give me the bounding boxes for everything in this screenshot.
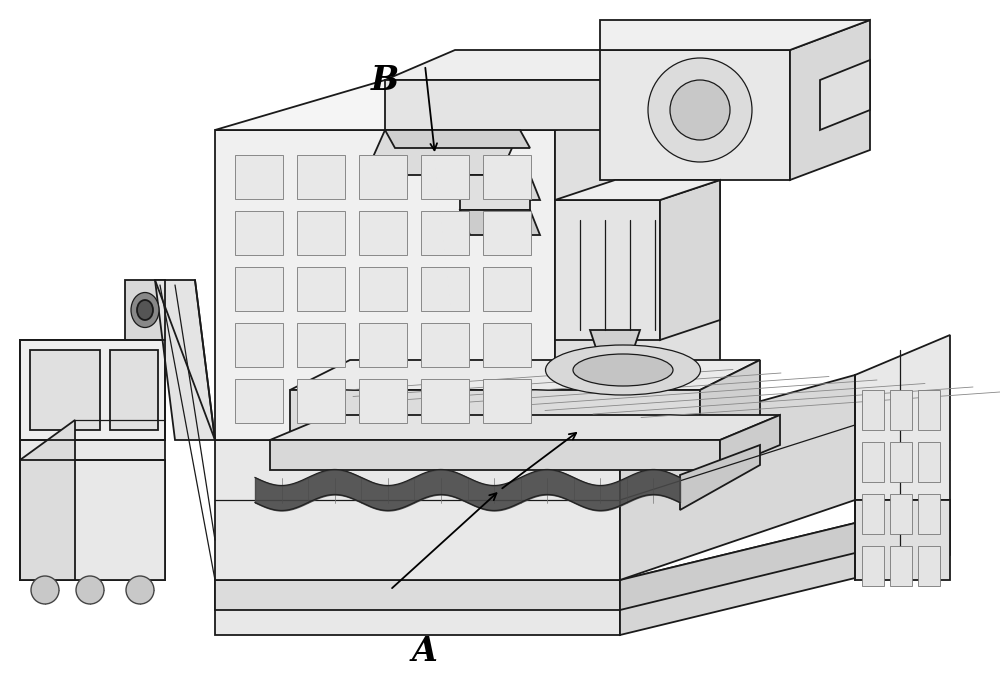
Polygon shape — [290, 390, 700, 440]
Bar — [890, 494, 912, 534]
Polygon shape — [215, 130, 555, 440]
Bar — [483, 155, 531, 199]
Polygon shape — [460, 175, 540, 200]
Polygon shape — [290, 360, 760, 390]
Circle shape — [31, 576, 59, 604]
Polygon shape — [215, 580, 620, 635]
Circle shape — [670, 80, 730, 140]
Bar — [918, 494, 940, 534]
Polygon shape — [215, 80, 720, 130]
Polygon shape — [700, 360, 760, 440]
Polygon shape — [215, 440, 620, 580]
Polygon shape — [680, 445, 760, 510]
Bar — [421, 155, 469, 199]
Bar — [297, 323, 345, 367]
Polygon shape — [20, 420, 75, 580]
Bar — [297, 155, 345, 199]
Bar — [235, 267, 283, 311]
Polygon shape — [720, 50, 790, 130]
Bar — [890, 546, 912, 586]
Polygon shape — [855, 335, 950, 500]
Bar — [235, 323, 283, 367]
Bar — [862, 390, 884, 430]
Polygon shape — [620, 500, 950, 635]
Bar — [359, 211, 407, 255]
Bar — [359, 155, 407, 199]
Polygon shape — [155, 280, 215, 440]
Polygon shape — [215, 460, 950, 540]
Polygon shape — [270, 440, 720, 470]
Polygon shape — [125, 280, 165, 340]
Bar — [918, 546, 940, 586]
Bar — [483, 323, 531, 367]
Bar — [421, 211, 469, 255]
Bar — [918, 442, 940, 482]
Bar — [862, 442, 884, 482]
Polygon shape — [790, 20, 870, 180]
Polygon shape — [30, 350, 100, 430]
Text: B: B — [371, 63, 399, 97]
Polygon shape — [590, 330, 640, 360]
Polygon shape — [20, 340, 165, 440]
Polygon shape — [460, 210, 540, 235]
Ellipse shape — [546, 345, 700, 395]
Polygon shape — [855, 500, 950, 580]
Polygon shape — [555, 180, 720, 200]
Bar — [297, 211, 345, 255]
Ellipse shape — [131, 293, 159, 328]
Bar — [297, 379, 345, 423]
Polygon shape — [385, 130, 530, 148]
Circle shape — [126, 576, 154, 604]
Polygon shape — [555, 200, 660, 340]
Polygon shape — [620, 500, 950, 610]
Polygon shape — [460, 175, 530, 210]
Polygon shape — [385, 80, 720, 130]
Polygon shape — [605, 385, 613, 398]
Bar — [359, 379, 407, 423]
Bar — [890, 390, 912, 430]
Polygon shape — [600, 50, 790, 180]
Bar — [421, 323, 469, 367]
Bar — [235, 379, 283, 423]
Polygon shape — [660, 180, 720, 340]
Bar — [890, 442, 912, 482]
Polygon shape — [600, 20, 870, 50]
Polygon shape — [110, 350, 158, 430]
Bar — [918, 390, 940, 430]
Bar — [862, 546, 884, 586]
Bar — [421, 267, 469, 311]
Bar — [359, 323, 407, 367]
Polygon shape — [20, 340, 165, 440]
Bar — [483, 211, 531, 255]
Text: A: A — [412, 635, 438, 668]
Bar — [235, 211, 283, 255]
Ellipse shape — [137, 300, 153, 320]
Bar — [359, 267, 407, 311]
Polygon shape — [385, 50, 790, 80]
Bar — [483, 267, 531, 311]
Polygon shape — [720, 415, 780, 470]
Bar — [483, 379, 531, 423]
Polygon shape — [620, 375, 855, 580]
Polygon shape — [20, 440, 165, 580]
Ellipse shape — [573, 354, 673, 386]
Bar — [297, 267, 345, 311]
Polygon shape — [20, 460, 165, 580]
Polygon shape — [365, 130, 520, 175]
Bar — [862, 494, 884, 534]
Circle shape — [648, 58, 752, 162]
Polygon shape — [820, 60, 870, 130]
Polygon shape — [555, 80, 720, 440]
Bar — [421, 379, 469, 423]
Bar — [235, 155, 283, 199]
Polygon shape — [270, 415, 780, 440]
Polygon shape — [215, 580, 620, 610]
Circle shape — [76, 576, 104, 604]
